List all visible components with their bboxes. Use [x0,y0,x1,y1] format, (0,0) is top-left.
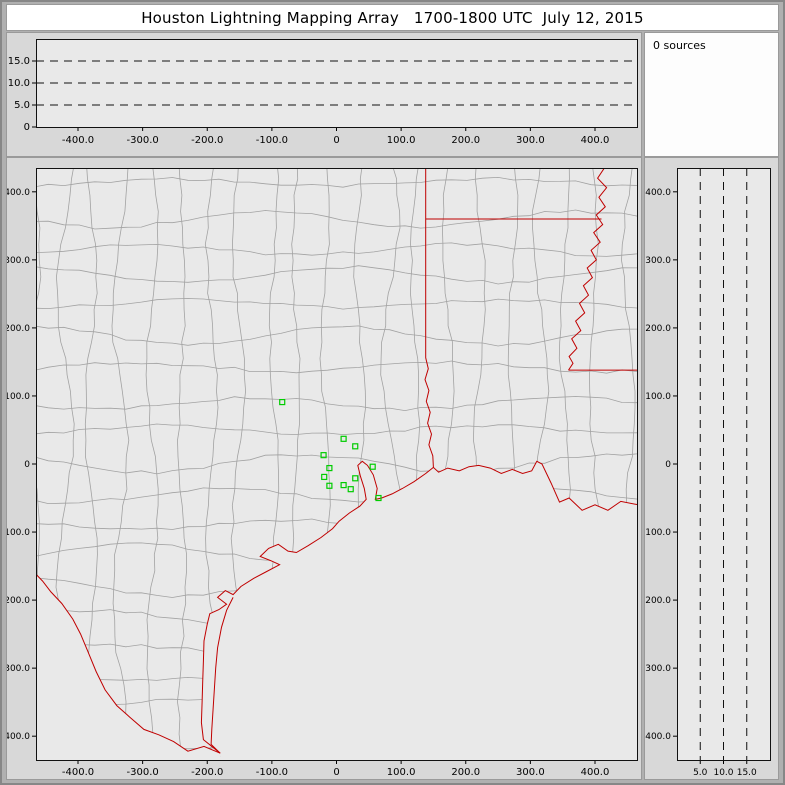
lma-station-marker [375,494,382,502]
svg-text:300.0: 300.0 [645,256,671,266]
svg-text:10.0: 10.0 [8,78,30,89]
lma-station-marker [340,481,347,489]
svg-text:15.0: 15.0 [737,768,757,778]
svg-text:300.0: 300.0 [7,256,30,266]
svg-text:100.0: 100.0 [7,392,30,402]
svg-text:200.0: 200.0 [451,767,480,778]
svg-text:-100.0: -100.0 [645,528,671,538]
altitude-ew-panel: -400.0 -300.0 -200.0 -100.0 0 100.0 200.0 300.0… [7,33,641,156]
alt-ns-x-axis: 5.0 10.0 15.0 [693,760,757,778]
svg-text:-100.0: -100.0 [256,135,288,146]
svg-text:-200.0: -200.0 [191,135,223,146]
svg-text:-100.0: -100.0 [256,767,288,778]
svg-text:-400.0: -400.0 [62,767,94,778]
svg-text:400.0: 400.0 [7,188,30,198]
stations-layer [279,398,382,502]
svg-text:100.0: 100.0 [387,767,416,778]
lma-station-marker [326,464,333,472]
svg-text:100.0: 100.0 [645,392,671,402]
svg-text:-300.0: -300.0 [127,135,159,146]
lma-station-marker [326,482,333,489]
tx-la-border-sabine [424,219,434,468]
plot-frame [36,39,638,128]
svg-text:200.0: 200.0 [7,324,30,334]
map-y-axis: 400.0 300.0 200.0 100.0 0 -100.0 -200.0 -300.0 -… [7,188,36,742]
svg-text:400.0: 400.0 [645,188,671,198]
svg-text:400.0: 400.0 [581,135,610,146]
svg-text:-400.0: -400.0 [7,732,30,742]
svg-text:-300.0: -300.0 [645,664,671,674]
svg-text:0: 0 [24,460,30,470]
plot-frame [677,168,771,761]
svg-text:-200.0: -200.0 [7,596,30,606]
title-bar: Houston Lightning Mapping Array 1700-180… [7,5,778,30]
stats-panel: 0 sources [645,33,778,156]
svg-text:100.0: 100.0 [387,135,416,146]
svg-text:-300.0: -300.0 [127,767,159,778]
svg-text:-100.0: -100.0 [7,528,30,538]
alt-ew-y-axis: 0 5.0 10.0 15.0 [8,56,36,133]
state-borders-layer [36,168,637,754]
svg-text:5.0: 5.0 [693,768,708,778]
svg-text:300.0: 300.0 [516,767,545,778]
svg-text:-400.0: -400.0 [645,732,671,742]
plan-view-map[interactable]: -400.0 -300.0 -200.0 -100.0 0 100.0 200.0 300.0… [7,158,641,779]
svg-text:5.0: 5.0 [14,100,30,111]
svg-text:0: 0 [333,135,339,146]
svg-text:0: 0 [333,767,339,778]
altitude-ns-plot[interactable]: 5.0 10.0 15.0 400.0 300.0 200.0 100.0 0 -100.0 -2… [645,158,778,779]
sources-count-label: 0 sources [653,39,706,52]
svg-text:-300.0: -300.0 [7,664,30,674]
plot-frame [36,168,638,761]
svg-text:400.0: 400.0 [581,767,610,778]
svg-text:300.0: 300.0 [516,135,545,146]
lma-station-marker [321,473,328,481]
altitude-ew-plot[interactable]: -400.0 -300.0 -200.0 -100.0 0 100.0 200.0 300.0… [7,33,641,156]
svg-text:15.0: 15.0 [8,56,30,67]
lma-station-marker [320,452,327,459]
padre-island [210,597,234,754]
lma-station-marker [279,398,286,406]
alt-ns-y-axis: 400.0 300.0 200.0 100.0 0 -100.0 -200.0 -300.0 -… [645,188,677,742]
svg-text:10.0: 10.0 [713,768,733,778]
altitude-ns-panel: 5.0 10.0 15.0 400.0 300.0 200.0 100.0 0 -100.0 -2… [645,158,778,779]
page-title: Houston Lightning Mapping Array 1700-180… [141,8,644,27]
svg-text:0: 0 [24,122,30,133]
svg-text:-200.0: -200.0 [645,596,671,606]
svg-text:0: 0 [665,460,671,470]
lma-station-marker [340,435,347,442]
lma-station-marker [352,443,359,450]
svg-text:200.0: 200.0 [645,324,671,334]
gulf-coast [200,460,637,754]
mississippi-river [568,168,608,371]
svg-text:200.0: 200.0 [451,135,480,146]
plan-view-map-panel: -400.0 -300.0 -200.0 -100.0 0 100.0 200.0 300.0… [7,158,641,779]
map-x-axis: -400.0 -300.0 -200.0 -100.0 0 100.0 200.0 300.0… [62,760,609,778]
svg-text:-200.0: -200.0 [191,767,223,778]
svg-text:-400.0: -400.0 [62,135,94,146]
lma-station-marker [369,463,376,470]
lma-station-marker [347,486,354,493]
alt-ew-x-axis: -400.0 -300.0 -200.0 -100.0 0 100.0 200.0 300.0… [62,127,609,146]
rio-grande [36,573,221,754]
lma-station-marker [352,475,359,482]
